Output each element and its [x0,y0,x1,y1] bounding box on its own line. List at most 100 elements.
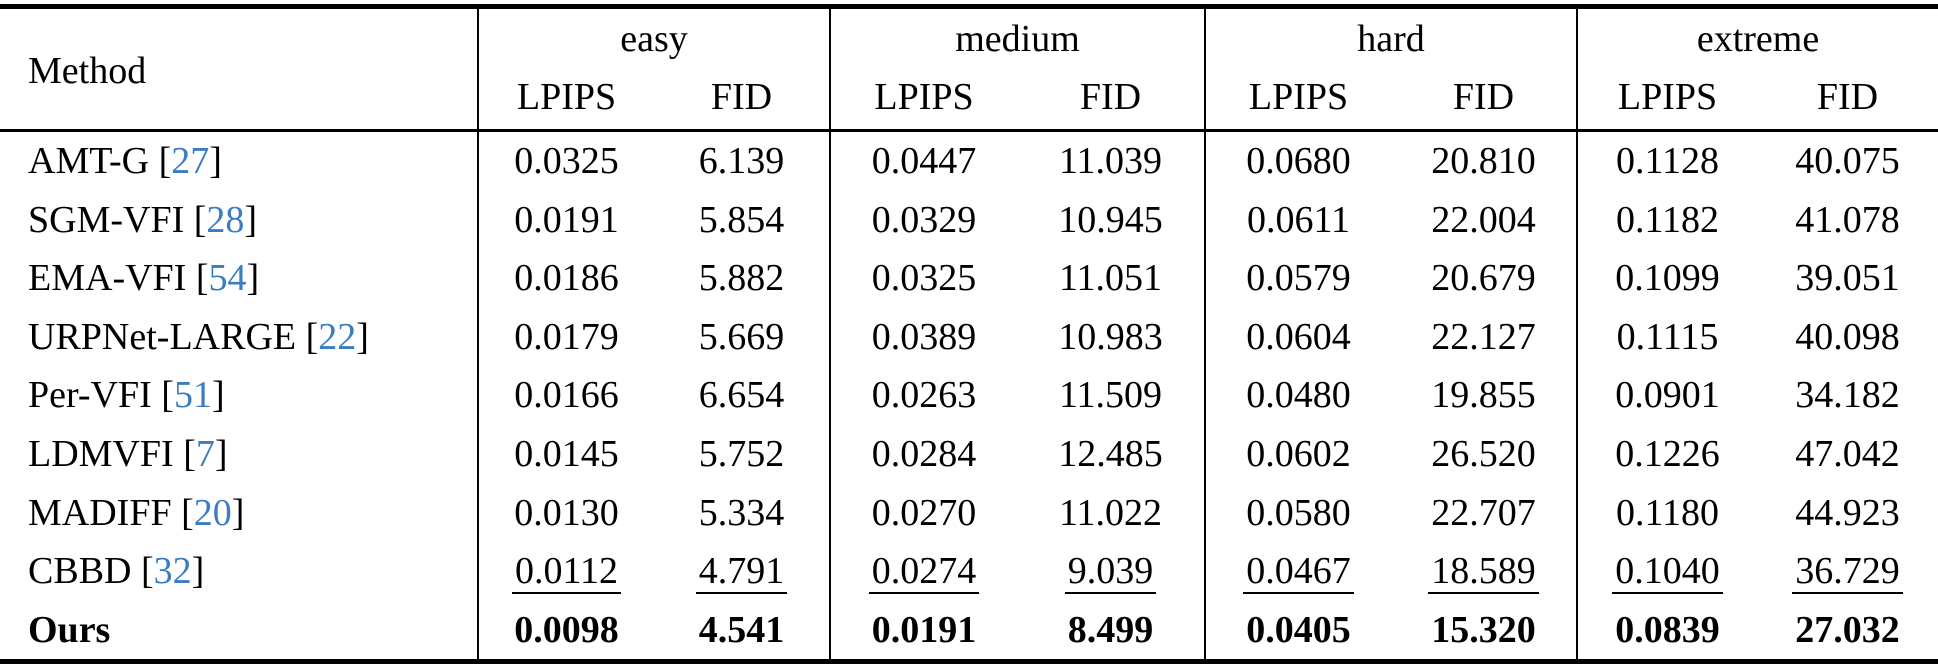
results-table: Method easy medium hard extreme LPIPS FI… [0,4,1938,664]
metric-value: 0.0467 [1243,552,1354,594]
method-cell: Per-VFI [51] [28,374,225,417]
col-header-lpips-extreme: LPIPS [1576,65,1758,131]
value-cell: 36.729 [1757,542,1938,601]
value-cell: 0.1226 [1576,424,1758,484]
metric-value: 20.679 [1431,257,1536,300]
metric-value: 39.051 [1795,257,1900,300]
metric-value: 0.0145 [514,432,619,475]
citation-link[interactable]: 28 [206,198,245,241]
value-cell: 0.0579 [1204,249,1392,308]
col-header-lpips-medium: LPIPS [829,65,1017,131]
citation-link[interactable]: 51 [173,374,212,417]
metric-value: 44.923 [1795,491,1900,534]
metric-value: 22.707 [1431,491,1536,534]
method-cell: CBBD [32] [28,550,205,593]
metric-value: 0.0602 [1246,432,1351,475]
citation-link[interactable]: 54 [208,257,247,300]
method-cell: SGM-VFI [28] [28,198,258,241]
metric-value: 19.855 [1431,374,1536,417]
value-cell: 0.0329 [829,190,1017,250]
metric-value: 26.520 [1431,432,1536,475]
value-cell: 40.075 [1757,128,1938,191]
metric-value: 0.0579 [1246,257,1351,300]
metric-value: 0.0447 [871,140,977,183]
value-cell: 0.0389 [829,307,1017,367]
value-cell: 20.679 [1391,249,1577,308]
method-cell: AMT-G [27] [0,128,478,191]
value-cell: 6.654 [654,366,830,425]
table-row: EMA-VFI [54] 0.0186 5.882 0.0325 11.051 0.057… [0,249,1938,308]
value-cell: 19.855 [1391,366,1577,425]
value-cell: 0.0130 [477,483,654,542]
value-cell: 0.0325 [477,128,654,191]
table-row: LDMVFI [7] 0.0145 5.752 0.0284 12.485 0.0602 2… [0,424,1938,484]
value-cell: 0.0112 [477,541,654,601]
metric-value: 15.320 [1431,608,1536,651]
metric-value: 5.334 [698,491,785,534]
metric-value: 0.0186 [514,257,619,300]
metric-value: 11.051 [1058,257,1163,300]
value-cell: 0.0405 [1204,600,1392,662]
citation-link[interactable]: 7 [195,432,215,475]
metric-value: 0.0179 [514,315,619,358]
col-header-method: Method [28,50,147,92]
metric-value: 36.729 [1792,552,1903,594]
value-cell: 5.752 [654,425,830,484]
metric-value: 0.0580 [1246,491,1351,534]
metric-value: 0.0480 [1246,374,1351,417]
value-cell: 8.499 [1017,600,1205,661]
metric-value: 0.0191 [871,608,977,651]
metric-value: 0.0098 [514,608,619,651]
value-cell: 47.042 [1757,425,1938,484]
value-cell: 0.0467 [1204,541,1392,601]
metric-value: 5.669 [698,315,785,358]
citation-link[interactable]: 22 [318,315,357,358]
metric-value: 0.0274 [868,552,980,594]
method-cell: LDMVFI [7] [28,432,228,475]
value-cell: 0.1040 [1576,541,1758,601]
col-header-fid-extreme: FID [1816,76,1879,118]
metric-value: 9.039 [1064,552,1157,594]
metric-value: 0.0680 [1246,140,1351,183]
citation-link[interactable]: 20 [193,491,232,534]
metric-value: 0.0270 [871,491,977,534]
group-header-easy: easy [477,6,830,65]
value-cell: 9.039 [1017,542,1205,601]
value-cell: 15.320 [1391,600,1577,661]
citation-link[interactable]: 32 [153,550,192,593]
metric-value: 11.509 [1058,374,1163,417]
value-cell: 0.0602 [1204,424,1392,484]
metric-value: 0.1180 [1615,491,1720,534]
method-name: MADIFF [28,491,172,534]
metric-value: 0.0191 [514,198,619,241]
value-cell: 0.0186 [477,249,654,308]
metric-value: 0.1226 [1615,432,1720,475]
metric-value: 12.485 [1058,432,1163,475]
method-cell: URPNet-LARGE [22] [28,315,369,358]
value-cell: 39.051 [1757,249,1938,308]
value-cell: 44.923 [1757,483,1938,542]
col-header-fid-easy: FID [710,76,773,118]
value-cell: 0.0191 [829,600,1017,662]
citation-link[interactable]: 27 [171,140,210,183]
col-header-lpips-easy: LPIPS [477,65,654,131]
metric-value: 0.0839 [1615,608,1720,651]
value-cell: 0.0839 [1576,600,1758,662]
value-cell: 0.0480 [1204,366,1392,425]
method-cell: EMA-VFI [54] [28,257,260,300]
metric-value: 10.983 [1058,315,1163,358]
value-cell: 0.0263 [829,366,1017,425]
metric-value: 5.854 [698,198,785,241]
metric-value: 0.1115 [1616,315,1719,358]
metric-value: 0.1099 [1615,257,1720,300]
method-name: EMA-VFI [28,257,187,300]
metric-value: 0.0405 [1246,608,1351,651]
value-cell: 22.004 [1391,191,1577,250]
group-header-extreme: extreme [1576,6,1938,65]
metric-value: 34.182 [1795,374,1900,417]
metric-value: 0.1128 [1615,140,1720,183]
value-cell: 11.051 [1017,249,1205,308]
table-row: Per-VFI [51] 0.0166 6.654 0.0263 11.509 0.048… [0,366,1938,425]
value-cell: 12.485 [1017,425,1205,484]
